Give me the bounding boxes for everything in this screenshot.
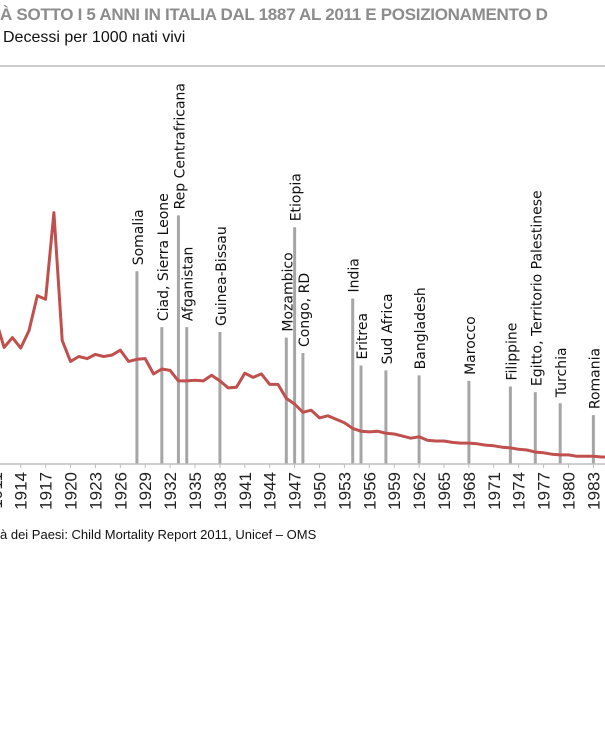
x-tick-label: 1917 xyxy=(37,472,56,510)
x-tick-label: 1932 xyxy=(161,472,180,510)
country-label: Rep Centrafricana xyxy=(172,83,188,209)
x-tick-label: 1947 xyxy=(286,472,305,510)
x-tick-label: 1920 xyxy=(62,472,81,510)
x-tick-label: 1935 xyxy=(186,472,205,510)
x-tick-label: 1944 xyxy=(261,472,280,510)
x-tick-label: 1983 xyxy=(584,472,603,510)
x-tick-label: 1962 xyxy=(410,472,429,510)
x-tick-label: 1953 xyxy=(335,472,354,510)
x-tick-label: 1980 xyxy=(559,472,578,510)
x-tick-label: 1959 xyxy=(385,472,404,510)
country-label: Filippine xyxy=(504,323,520,381)
source-note: à dei Paesi: Child Mortality Report 2011… xyxy=(0,527,317,542)
country-label: Ciad, Sierra Leone xyxy=(156,193,172,321)
x-tick-label: 1923 xyxy=(86,472,105,510)
country-label: Guinea-Bissau xyxy=(214,226,230,326)
country-label: Congo, RD xyxy=(297,273,313,347)
country-label: Romania xyxy=(587,348,603,409)
y-axis-unit-label: Decessi per 1000 nati vivi xyxy=(3,29,186,46)
italy-mortality-line xyxy=(0,211,605,459)
x-tick-label: 1950 xyxy=(311,472,330,510)
chart-title: À SOTTO I 5 ANNI IN ITALIA DAL 1887 AL 2… xyxy=(0,5,548,24)
country-label: Somalia xyxy=(131,209,147,265)
country-label: Mozambico xyxy=(280,252,296,331)
x-tick-label: 1974 xyxy=(510,472,529,510)
country-label: Sud Africa xyxy=(380,293,396,364)
country-label: India xyxy=(347,258,363,292)
country-label: Bangladesh xyxy=(413,287,429,369)
x-tick-label: 1929 xyxy=(136,472,155,510)
country-label: Etiopia xyxy=(289,173,305,221)
x-tick-label: 1977 xyxy=(535,472,554,510)
x-tick-label: 1956 xyxy=(360,472,379,510)
x-tick-label: 1941 xyxy=(236,472,255,510)
x-tick-label: 1938 xyxy=(211,472,230,510)
x-tick-label: 1965 xyxy=(435,472,454,510)
x-tick-label: 1911 xyxy=(0,472,6,509)
x-tick-label: 1971 xyxy=(485,472,504,510)
x-tick-label: 1914 xyxy=(12,472,31,510)
x-tick-label: 1968 xyxy=(460,472,479,510)
country-label: Afganistan xyxy=(181,247,197,321)
country-label: Marocco xyxy=(463,316,479,375)
country-label: Egitto, Territorio Palestinese xyxy=(529,190,545,386)
x-tick-label: 1926 xyxy=(111,472,130,510)
country-label: Eritrea xyxy=(355,313,371,360)
country-label: Turchia xyxy=(554,347,570,398)
